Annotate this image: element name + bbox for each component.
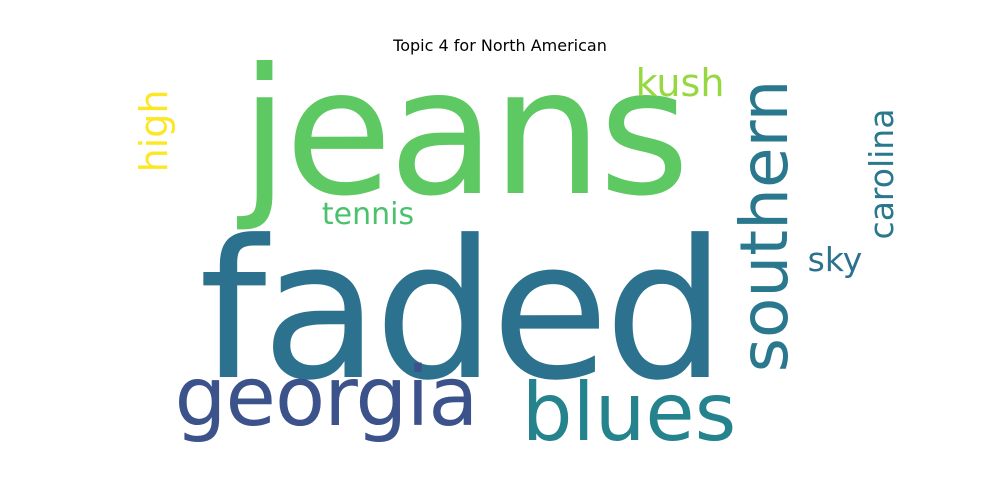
word-southern: southern: [726, 80, 803, 373]
word-blues: blues: [522, 366, 737, 459]
word-sky: sky: [808, 240, 863, 279]
word-tennis: tennis: [322, 197, 414, 232]
word-faded: faded: [199, 200, 721, 423]
figure-title: Topic 4 for North American: [393, 36, 607, 55]
word-carolina: carolina: [862, 109, 901, 240]
word-jeans: jeans: [236, 32, 686, 235]
word-georgia: georgia: [174, 350, 477, 445]
word-high: high: [132, 90, 176, 173]
word-kush: kush: [636, 61, 725, 105]
